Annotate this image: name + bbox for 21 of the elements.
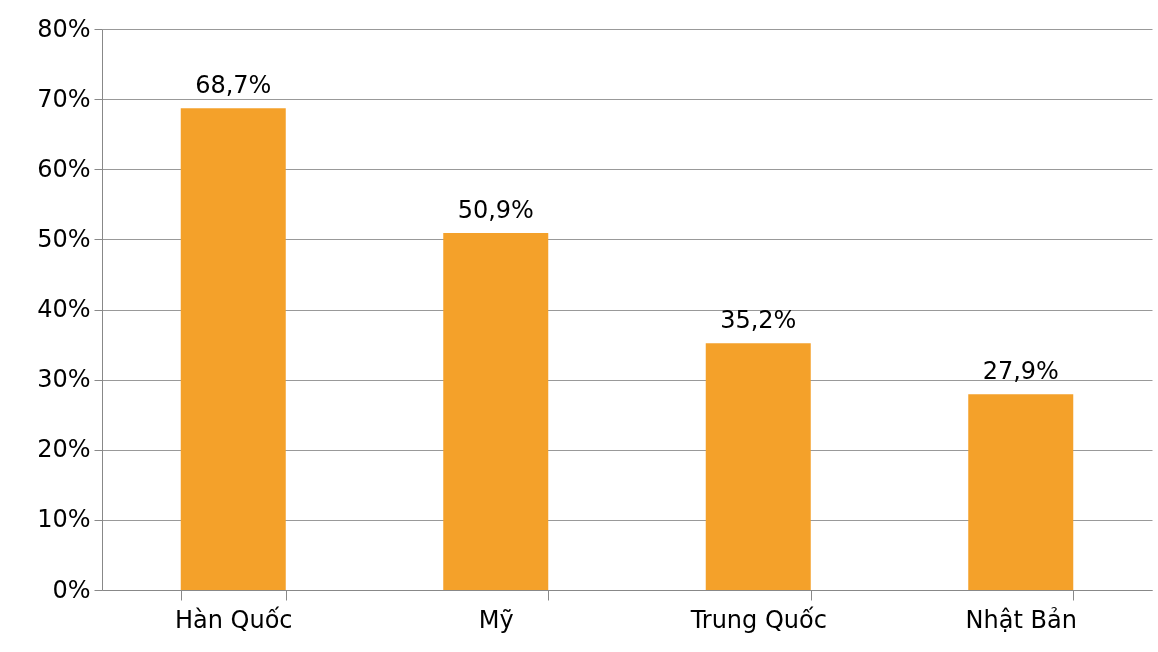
y-tick-label: 10% (37, 505, 91, 534)
y-tick-label: 30% (37, 365, 91, 394)
x-tick-label: Nhật Bản (965, 605, 1077, 634)
y-tick-label: 80% (37, 14, 91, 43)
x-tick-label: Hàn Quốc (174, 605, 293, 634)
bar (443, 233, 549, 590)
x-tick-label: Trung Quốc (689, 605, 827, 634)
bar (705, 343, 811, 590)
y-tick-label: 70% (37, 84, 91, 113)
x-tick-label: Mỹ (478, 605, 514, 634)
y-tick-label: 40% (37, 295, 91, 323)
y-tick-label: 20% (37, 435, 91, 464)
bar (968, 394, 1074, 590)
data-label: 27,9% (982, 357, 1059, 386)
y-tick-label: 50% (37, 224, 91, 253)
y-tick-label: 60% (37, 154, 91, 183)
data-label: 50,9% (457, 196, 534, 225)
data-label: 35,2% (720, 306, 797, 335)
bar (180, 108, 286, 590)
y-tick-label: 0% (52, 575, 91, 604)
data-label: 68,7% (195, 71, 272, 100)
